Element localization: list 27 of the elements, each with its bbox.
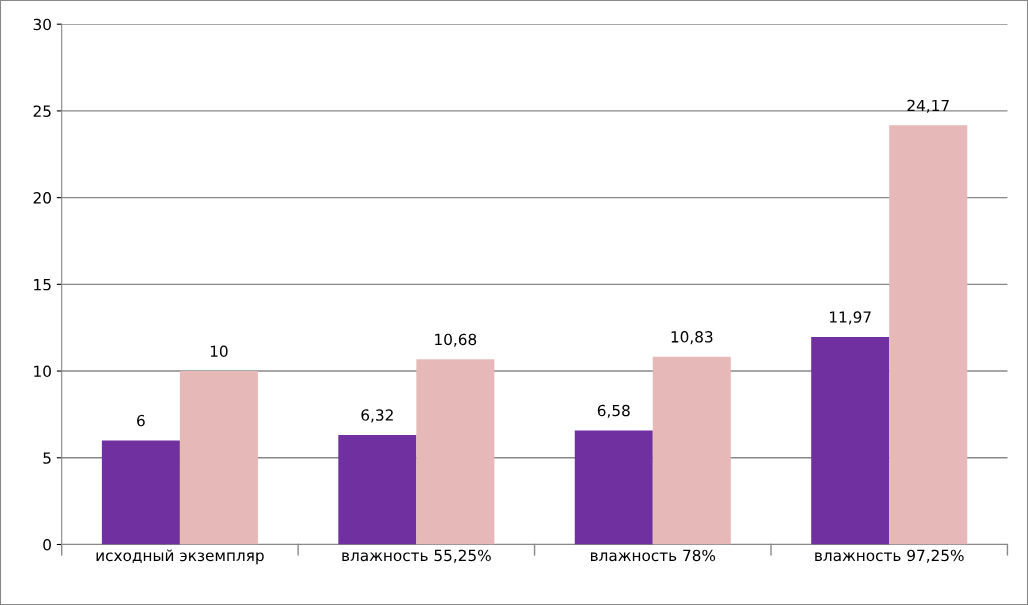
y-tick-label: 20 <box>33 192 51 204</box>
y-tick-label: 10 <box>34 365 51 378</box>
data-label: 10,83 <box>671 331 713 345</box>
bar <box>574 430 653 545</box>
y-tick-label: 25 <box>33 105 51 117</box>
x-tick-label: влажность 78% <box>590 549 716 562</box>
data-label: 6,58 <box>597 404 630 418</box>
x-tick-label: исходный экземпляр <box>96 549 264 565</box>
bar <box>416 359 495 545</box>
y-tick-label: 0 <box>43 538 51 551</box>
bar <box>811 336 890 545</box>
bar <box>889 125 968 545</box>
bar <box>652 356 731 545</box>
y-tick-label: 15 <box>34 279 51 291</box>
x-tick-label: влажность 97,25% <box>815 549 964 563</box>
data-label: 6,32 <box>361 409 393 423</box>
y-tick-label: 5 <box>43 452 51 464</box>
data-label: 6 <box>137 414 145 427</box>
data-label: 24,17 <box>907 99 949 113</box>
data-label: 11,97 <box>830 311 871 325</box>
x-tick-label: влажность 55,25% <box>342 549 491 563</box>
bar <box>101 440 180 545</box>
data-label: 10 <box>210 345 228 357</box>
bar <box>338 434 417 545</box>
bar <box>179 371 258 545</box>
y-tick-label: 30 <box>33 18 51 31</box>
data-label: 10,68 <box>435 333 477 347</box>
